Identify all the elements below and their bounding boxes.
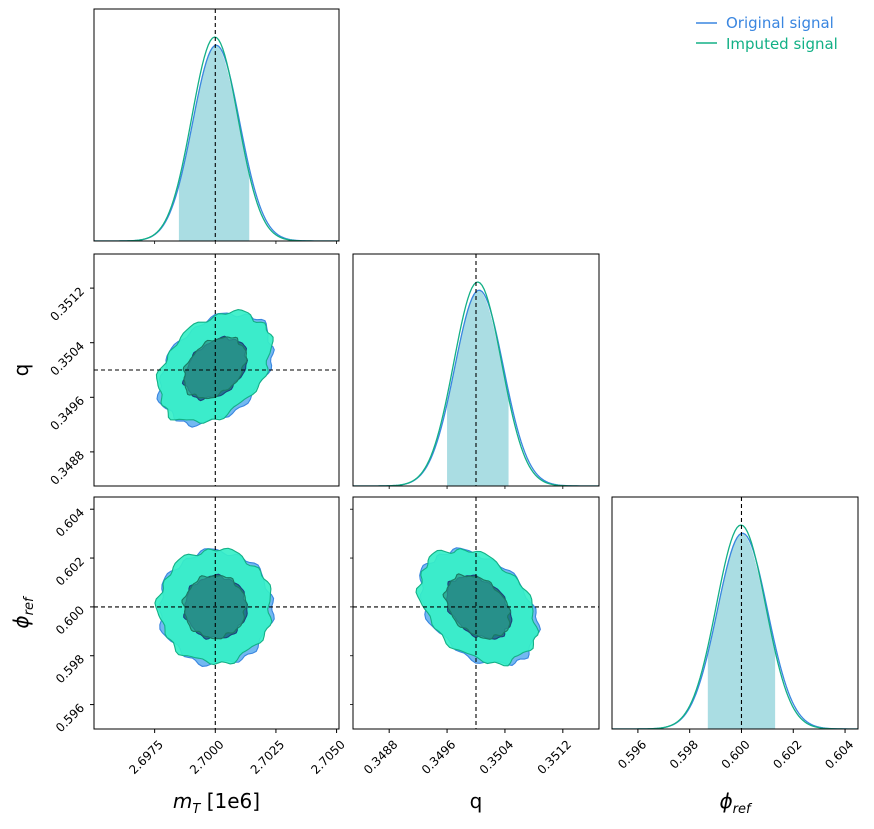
joint-panel-q-phi-frame: [352, 496, 600, 730]
legend: Original signal Imputed signal: [696, 14, 838, 53]
x-tick-label: 2.7050: [308, 737, 348, 777]
x-tick-label: 0.598: [667, 737, 701, 771]
x-tick-label: 2.7000: [187, 737, 227, 777]
x-axis-mT: 2.6975 2.7000 2.7025 2.7050 mT [1e6]: [126, 729, 348, 817]
credible-interval-shade: [447, 290, 509, 486]
y-tick-label: 0.3512: [48, 284, 88, 324]
y-tick-label: 0.3488: [48, 448, 88, 488]
joint-panel-mT-phi-plot-area: [94, 497, 339, 729]
x-axis-title-phi: ϕref: [719, 789, 753, 817]
legend-label-original: Original signal: [726, 14, 834, 32]
y-tick-label: 0.3496: [48, 394, 88, 434]
x-tick-label: 0.602: [770, 737, 804, 771]
x-tick-label: 0.3496: [419, 737, 459, 777]
y-tick-label: 0.3504: [48, 339, 88, 379]
x-tick-label: 0.596: [615, 737, 649, 771]
diag-panel-q-frame: [352, 253, 600, 487]
x-axis-title-mT: mT [1e6]: [173, 789, 260, 817]
diag-panel-phi: [611, 496, 859, 730]
diag-panel-mT-frame: [93, 8, 340, 242]
diag-panel-phi-frame: [611, 496, 859, 730]
diag-panel-phi-plot-area: [612, 497, 858, 729]
credible-interval-shade: [178, 45, 250, 241]
y-tick-label: 0.600: [53, 603, 87, 637]
x-tick-label: 0.604: [822, 737, 856, 771]
y-axis-q: 0.3488 0.3496 0.3504 0.3512 q: [9, 284, 94, 488]
x-tick-label: 0.3488: [361, 737, 401, 777]
y-axis-title-q: q: [9, 364, 33, 377]
diag-panel-q: [352, 253, 600, 487]
joint-panel-mT-q: [93, 253, 340, 487]
x-tick-label: 0.3504: [477, 737, 517, 777]
y-axis-phi: 0.596 0.598 0.600 0.602 0.604 ϕref: [9, 505, 94, 735]
joint-panel-q-phi: [352, 496, 600, 730]
x-tick-label: 2.7025: [248, 737, 288, 777]
diag-panel-mT-plot-area: [94, 9, 339, 241]
x-tick-label: 0.3512: [535, 737, 575, 777]
joint-panel-mT-phi-frame: [93, 496, 340, 730]
x-axis-phi: 0.596 0.598 0.600 0.602 0.604 ϕref: [615, 729, 856, 817]
y-tick-label: 0.604: [53, 505, 87, 539]
contour-1sigma-imputed: [442, 573, 512, 640]
legend-label-imputed: Imputed signal: [726, 35, 838, 53]
joint-panel-q-phi-plot-area: [353, 497, 599, 729]
diag-panel-mT: [93, 8, 340, 242]
x-tick-label: 2.6975: [126, 737, 166, 777]
x-tick-label: 0.600: [719, 737, 753, 771]
joint-panel-mT-q-frame: [93, 253, 340, 487]
x-axis-q: 0.3488 0.3496 0.3504 0.3512 q: [361, 729, 574, 813]
diag-panel-q-plot-area: [353, 254, 599, 486]
x-axis-title-q: q: [470, 789, 483, 813]
joint-panel-mT-phi: [93, 496, 340, 730]
y-tick-label: 0.598: [53, 652, 87, 686]
y-tick-label: 0.602: [53, 554, 87, 588]
joint-panel-mT-q-plot-area: [94, 254, 339, 486]
y-axis-title-phi: ϕref: [9, 595, 37, 629]
y-tick-label: 0.596: [53, 701, 87, 735]
